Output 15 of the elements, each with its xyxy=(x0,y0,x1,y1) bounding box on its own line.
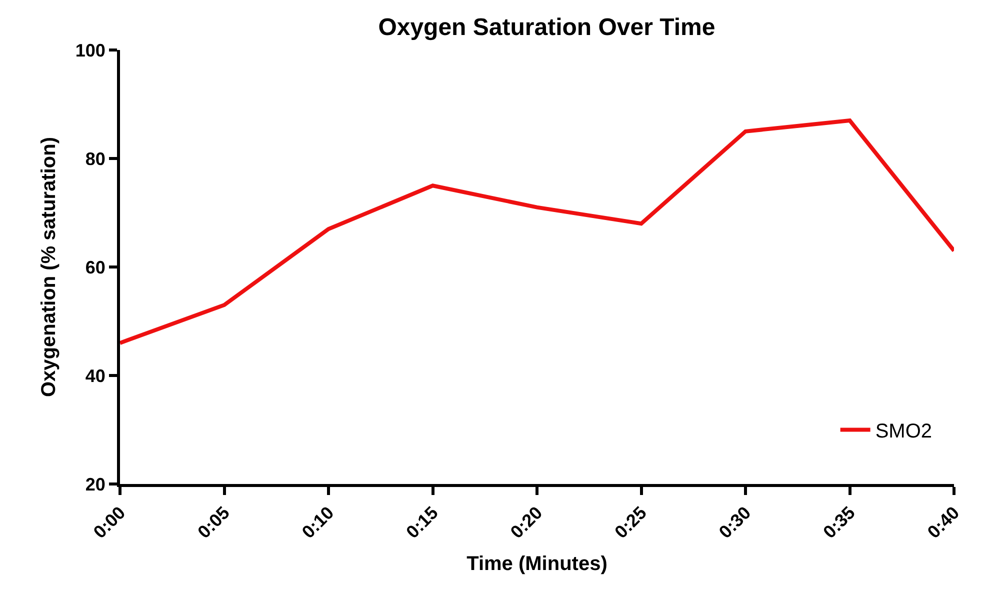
x-axis-title: Time (Minutes) xyxy=(466,552,608,575)
x-tick-label: 0:40 xyxy=(924,502,964,542)
y-axis-title: Oxygenation (% saturation) xyxy=(38,136,60,398)
legend-label: SMO2 xyxy=(875,420,932,443)
y-tick-label: 40 xyxy=(85,366,106,386)
chart-title: Oxygen Saturation Over Time xyxy=(378,14,716,41)
x-tick-label: 0:10 xyxy=(298,502,338,542)
y-tick-label: 60 xyxy=(85,257,106,278)
x-tick-label: 0:30 xyxy=(715,502,755,542)
y-tick-label: 20 xyxy=(85,474,106,494)
y-tick-label: 80 xyxy=(85,148,106,169)
y-tick-label: 100 xyxy=(75,40,106,60)
line-series xyxy=(120,118,954,345)
x-tick-label: 0:00 xyxy=(90,502,130,542)
x-tick-label: 0:20 xyxy=(506,502,546,542)
